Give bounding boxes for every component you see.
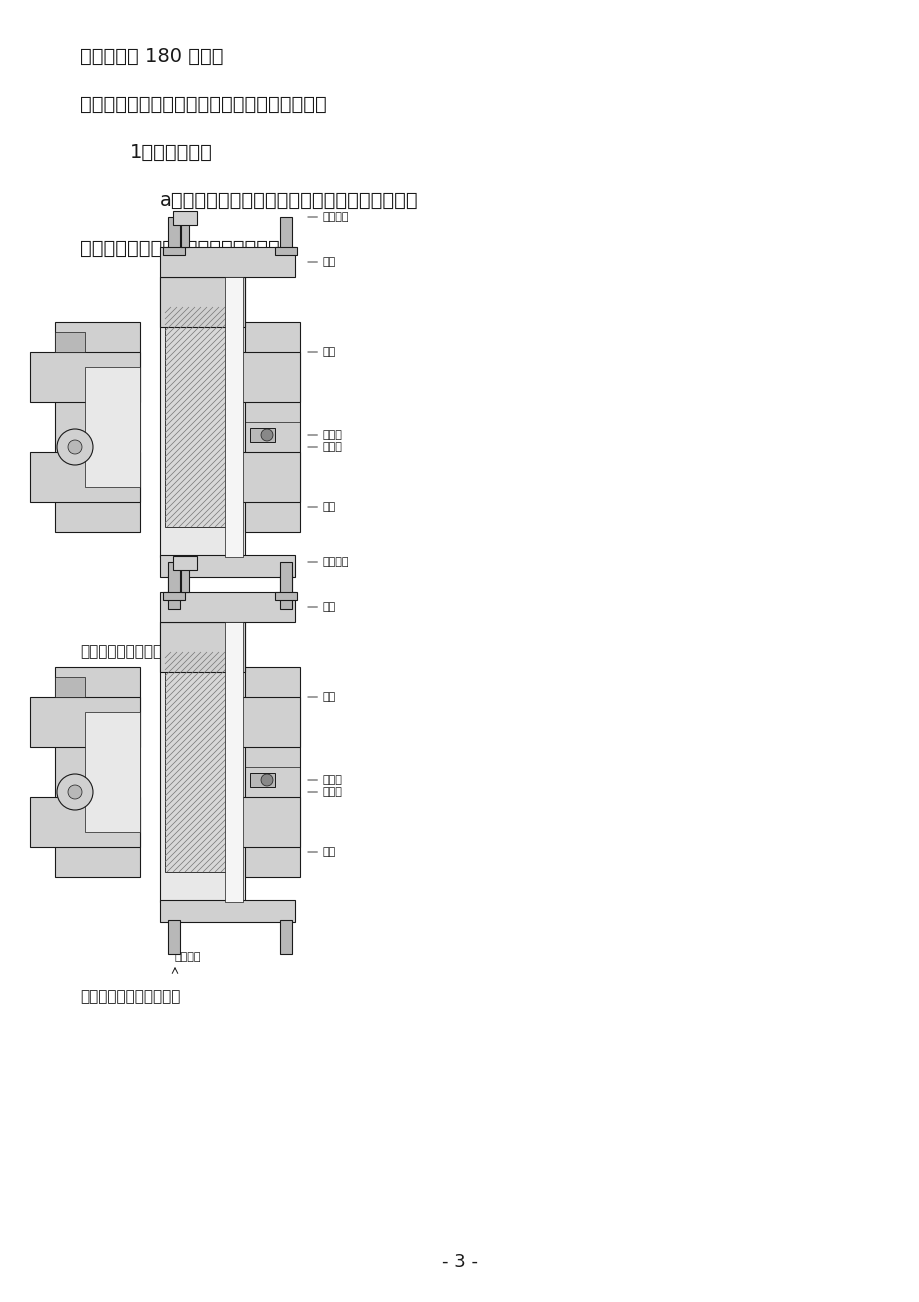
Bar: [160, 592, 295, 622]
Bar: [279, 217, 291, 253]
Bar: [250, 428, 275, 441]
Bar: [225, 622, 243, 902]
Bar: [234, 352, 300, 402]
Bar: [30, 697, 140, 747]
Text: 阀盖: 阀盖: [308, 256, 335, 267]
Bar: [55, 677, 85, 697]
Bar: [160, 622, 244, 902]
Bar: [174, 211, 198, 225]
Bar: [234, 697, 300, 747]
Circle shape: [68, 785, 82, 799]
Circle shape: [57, 773, 93, 810]
Bar: [165, 652, 240, 872]
Bar: [165, 307, 240, 527]
Bar: [234, 452, 300, 503]
Bar: [234, 797, 300, 848]
Bar: [55, 332, 85, 352]
Text: - 3 -: - 3 -: [441, 1253, 478, 1271]
Bar: [30, 797, 140, 848]
Text: 介质内压: 介质内压: [175, 952, 201, 962]
Bar: [163, 592, 185, 600]
Circle shape: [261, 428, 273, 441]
Bar: [163, 247, 185, 255]
Bar: [168, 921, 180, 954]
Bar: [275, 592, 297, 600]
Bar: [168, 575, 180, 609]
Bar: [279, 921, 291, 954]
Bar: [181, 566, 189, 592]
Text: 介质内压: 介质内压: [175, 607, 201, 617]
Text: 支架: 支架: [308, 348, 335, 357]
Bar: [160, 555, 295, 577]
Bar: [160, 277, 244, 327]
Bar: [244, 667, 300, 878]
Text: 注脂阀: 注脂阀: [308, 775, 343, 785]
Bar: [160, 900, 295, 922]
Bar: [279, 562, 291, 598]
Bar: [55, 322, 140, 533]
Text: 支架: 支架: [308, 691, 335, 702]
Text: 万元，利税 180 万元。: 万元，利税 180 万元。: [80, 47, 223, 66]
Text: 密封圈: 密封圈: [308, 441, 343, 452]
Bar: [250, 773, 275, 786]
Text: 截止阀中腔密封结构示意图: 截止阀中腔密封结构示意图: [80, 644, 189, 659]
Text: 提升螺母: 提升螺母: [308, 557, 349, 566]
Text: 阀盖: 阀盖: [308, 602, 335, 612]
Text: 阀体: 阀体: [308, 503, 335, 512]
Text: 密封圈: 密封圈: [308, 786, 343, 797]
Bar: [181, 223, 189, 247]
Text: 闸阀与截止阀中腔密封结构如图所示：: 闸阀与截止阀中腔密封结构如图所示：: [80, 240, 279, 258]
Bar: [85, 712, 140, 832]
Text: 闸阀中腔密封结构示意图: 闸阀中腔密封结构示意图: [80, 990, 180, 1004]
Bar: [279, 575, 291, 609]
Bar: [225, 277, 243, 557]
Bar: [30, 452, 140, 503]
Circle shape: [261, 773, 273, 786]
Bar: [160, 247, 295, 277]
Text: 阀体: 阀体: [308, 848, 335, 857]
Bar: [160, 622, 244, 672]
Bar: [160, 277, 244, 557]
Bar: [85, 367, 140, 487]
Bar: [30, 352, 140, 402]
Circle shape: [68, 440, 82, 454]
Text: 注脂阀: 注脂阀: [308, 430, 343, 440]
Bar: [244, 322, 300, 533]
Circle shape: [57, 428, 93, 465]
Bar: [275, 247, 297, 255]
Bar: [174, 556, 198, 570]
Text: 提升螺母: 提升螺母: [308, 212, 349, 223]
Text: 五、研究方案、技术路线、组织方式与课题分解: 五、研究方案、技术路线、组织方式与课题分解: [80, 95, 326, 115]
Text: 1、研究方案：: 1、研究方案：: [130, 143, 212, 161]
Bar: [168, 217, 180, 253]
Text: a、为达到消除中腔介质渗漏和预防维护功能，其: a、为达到消除中腔介质渗漏和预防维护功能，其: [160, 191, 418, 210]
Bar: [168, 562, 180, 598]
Bar: [55, 667, 140, 878]
